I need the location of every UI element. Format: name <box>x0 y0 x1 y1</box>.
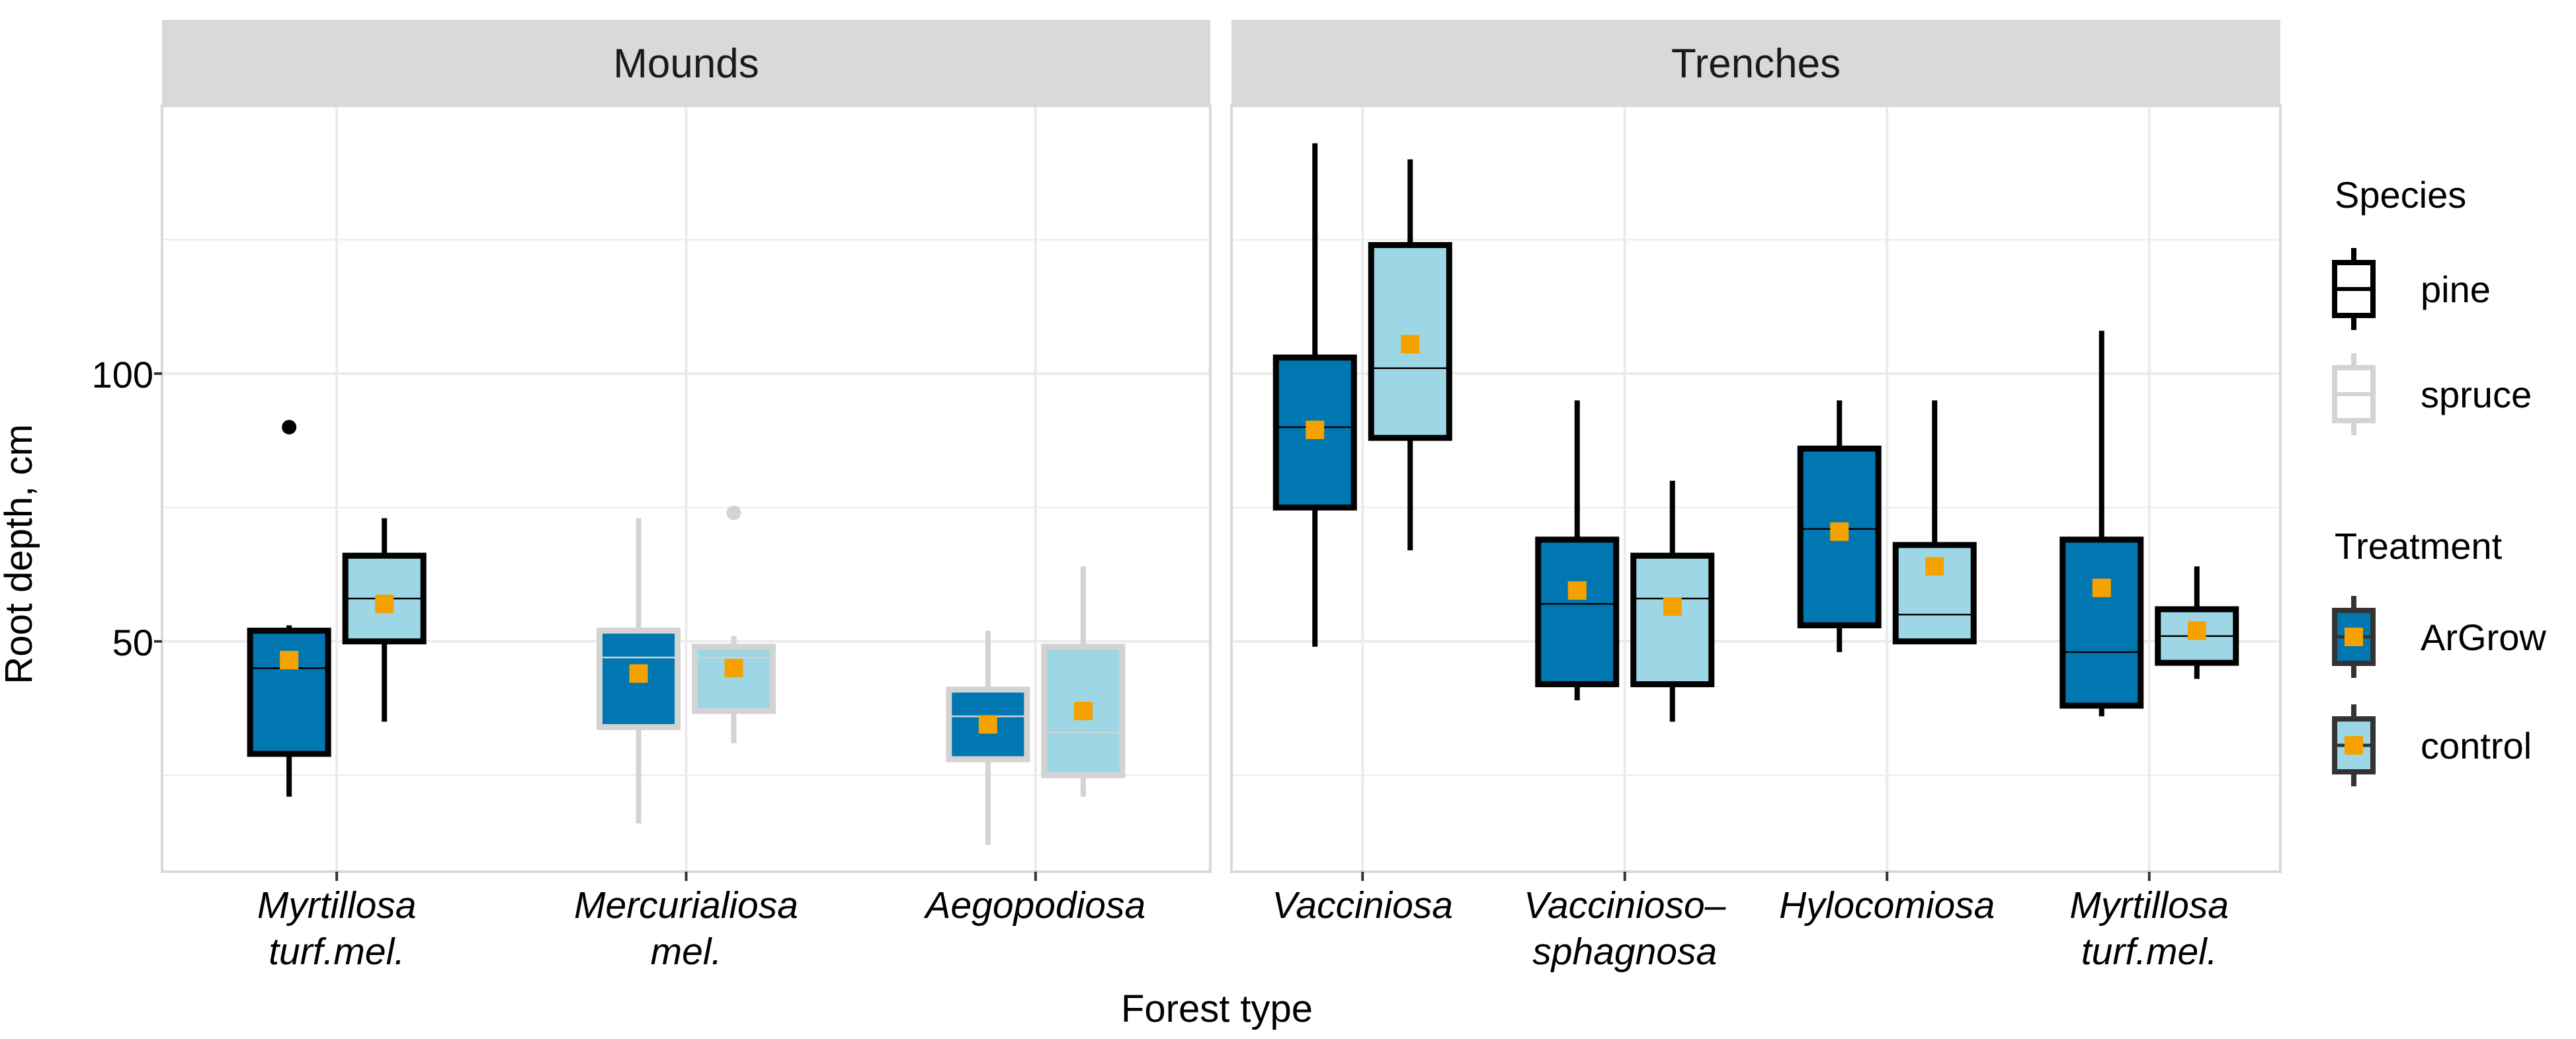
mean-marker <box>2187 621 2206 640</box>
mean-marker <box>2092 578 2111 597</box>
panel-bg <box>1231 106 2280 872</box>
x-tick-label: sphagnosa <box>1532 931 1717 973</box>
legend-key-pine <box>2332 248 2376 330</box>
legend-label-argrow: ArGrow <box>2421 616 2546 658</box>
box-control-pine <box>1630 480 1715 722</box>
group <box>2059 331 2239 717</box>
outlier-point <box>726 505 741 520</box>
box-body <box>1630 552 1715 688</box>
box-control-pine <box>342 518 427 722</box>
box-control-spruce <box>692 505 776 743</box>
group <box>247 419 427 797</box>
box-control-pine <box>1892 400 1977 645</box>
mean-marker <box>1401 335 1420 354</box>
box-argrow-spruce <box>597 518 681 824</box>
box-body <box>692 644 776 714</box>
box-body <box>1892 542 1977 645</box>
mean-marker <box>978 715 997 734</box>
x-tick-label: Myrtillosa <box>2069 884 2229 927</box>
x-tick-label: turf.mel. <box>2081 931 2218 973</box>
legend-key-spruce <box>2332 353 2376 435</box>
legend-mean-marker <box>2345 628 2363 646</box>
x-tick-label: turf.mel. <box>269 931 405 973</box>
box-argrow-pine <box>1535 400 1620 700</box>
x-tick-label: Hylocomiosa <box>1779 884 1995 927</box>
group <box>1272 143 1452 647</box>
panels: Mounds Trenches <box>161 20 2282 873</box>
mean-marker <box>1306 420 1325 439</box>
panel-border <box>1230 104 2282 873</box>
legend-label-spruce: spruce <box>2421 374 2532 415</box>
panel-title: Mounds <box>613 41 759 87</box>
legend-key-control <box>2332 704 2376 786</box>
x-tick-label: Vaccinioso– <box>1524 884 1727 927</box>
x-tick-label: Vacciniosa <box>1272 884 1453 927</box>
mean-marker <box>280 651 299 670</box>
box-argrow-spruce <box>946 630 1030 845</box>
box-control-pine <box>2155 566 2239 679</box>
x-tick-label: mel. <box>651 931 722 973</box>
box-argrow-pine <box>2059 331 2144 717</box>
box-body <box>1535 536 1620 688</box>
box-body <box>2059 536 2144 709</box>
mean-marker <box>629 664 648 683</box>
mean-marker <box>1925 557 1944 576</box>
y-tick-label: 50 <box>112 622 153 663</box>
mean-marker <box>1073 702 1093 721</box>
legend-label-control: control <box>2421 725 2532 767</box>
legend: Species pine spruce Treatment ArGrow control <box>2332 174 2546 786</box>
legend-species-title: Species <box>2335 174 2466 216</box>
y-axis-title: Root depth, cm <box>0 424 40 684</box>
legend-label-pine: pine <box>2421 269 2491 310</box>
axes: 50100Myrtillosaturf.mel.Mercurialiosamel… <box>92 354 2229 973</box>
group <box>1797 400 1977 652</box>
group <box>597 505 776 824</box>
panel-title: Trenches <box>1671 41 1841 87</box>
box-body <box>247 628 331 757</box>
panel-trenches: Trenches <box>1230 20 2282 873</box>
x-axis-title: Forest type <box>1121 987 1313 1030</box>
panel-mounds: Mounds <box>161 20 1212 873</box>
x-tick-label: Aegopodiosa <box>923 884 1145 927</box>
mean-marker <box>724 659 743 678</box>
mean-marker <box>1830 522 1849 541</box>
box-control-pine <box>1368 159 1452 551</box>
box-argrow-pine <box>1272 143 1357 647</box>
box-argrow-pine <box>247 419 331 797</box>
x-tick-label: Myrtillosa <box>257 884 417 927</box>
mean-marker <box>1567 581 1587 600</box>
legend-mean-marker <box>2345 736 2363 755</box>
mean-marker <box>1663 597 1682 616</box>
outlier-point <box>282 419 297 435</box>
x-tick-label: Mercurialiosa <box>574 884 798 927</box>
y-tick-label: 100 <box>92 354 153 395</box>
legend-key-argrow <box>2332 596 2376 678</box>
strip <box>162 20 1210 106</box>
group <box>946 566 1126 845</box>
group <box>1535 400 1715 722</box>
box-argrow-pine <box>1797 400 1882 652</box>
strip <box>1231 20 2280 106</box>
legend-treatment-title: Treatment <box>2335 525 2503 567</box>
box-control-spruce <box>1041 566 1126 797</box>
mean-marker <box>375 595 394 614</box>
